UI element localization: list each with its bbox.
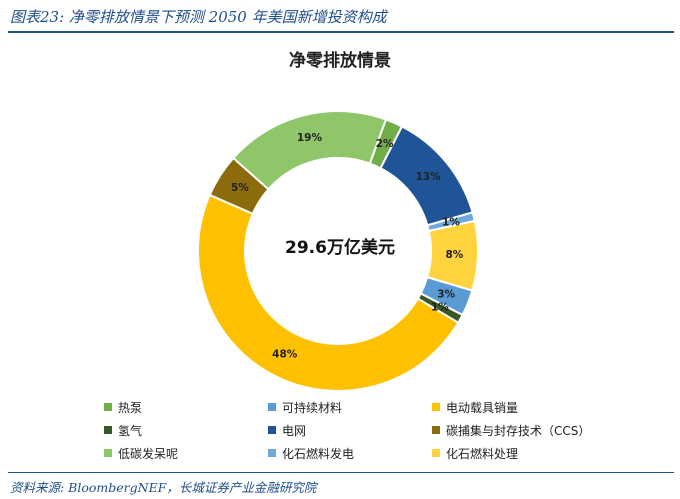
legend-swatch (268, 403, 276, 411)
chart-title: 净零排放情景 (289, 51, 391, 71)
slice-label-1: 2% (376, 138, 394, 150)
slice-label-9: 19% (297, 132, 323, 144)
legend-item-5: 电网 (268, 421, 432, 439)
slice-label-7: 48% (272, 349, 298, 361)
legend-item-8: 化石燃料发电 (268, 444, 432, 462)
slice-7 (197, 193, 460, 392)
legend-swatch (268, 426, 276, 434)
slice-label-6: 1% (431, 301, 449, 313)
slice-label-8: 5% (231, 182, 249, 194)
slice-9 (231, 110, 388, 191)
legend-label: 低碳发呆呢 (118, 446, 179, 461)
slice-label-5: 3% (437, 288, 455, 300)
legend-item-9: 化石燃料处理 (432, 444, 624, 462)
slice-label-3: 1% (442, 216, 460, 228)
legend-label: 碳捕集与封存技术（CCS） (446, 423, 591, 438)
chart-legend: 热泵 可持续材料 电动载具销量氢气 电网 碳捕集与封存技术（CCS） 低碳发呆呢 化石燃料发… (104, 398, 624, 462)
legend-item-3: 电动载具销量 (432, 398, 624, 416)
legend-label: 电网 (282, 423, 307, 438)
legend-swatch (268, 449, 276, 457)
legend-label: 电动载具销量 (446, 400, 519, 415)
figure-title: 图表23: 净零排放情景下预测 2050 年美国新增投资构成 (10, 8, 387, 26)
slice-label-4: 8% (446, 249, 464, 261)
legend-item-7: 低碳发呆呢 (104, 444, 268, 462)
legend-label: 化石燃料处理 (446, 446, 519, 461)
legend-swatch (104, 426, 112, 434)
legend-label: 化石燃料发电 (282, 446, 355, 461)
slice-label-2: 13% (415, 171, 441, 183)
title-rule (8, 31, 674, 33)
legend-swatch (432, 426, 440, 434)
legend-swatch (104, 449, 112, 457)
legend-item-2: 可持续材料 (268, 398, 432, 416)
legend-swatch (432, 449, 440, 457)
legend-label: 热泵 (118, 400, 143, 415)
center-label: 29.6万亿美元 (285, 237, 395, 258)
legend-swatch (104, 403, 112, 411)
legend-label: 可持续材料 (282, 400, 343, 415)
legend-swatch (432, 403, 440, 411)
legend-item-6: 碳捕集与封存技术（CCS） (432, 421, 624, 439)
legend-label: 氢气 (118, 423, 143, 438)
legend-item-4: 氢气 (104, 421, 268, 439)
legend-item-1: 热泵 (104, 398, 268, 416)
source-note: 资料来源: BloombergNEF，长城证券产业金融研究院 (10, 480, 317, 495)
source-rule (8, 472, 674, 473)
